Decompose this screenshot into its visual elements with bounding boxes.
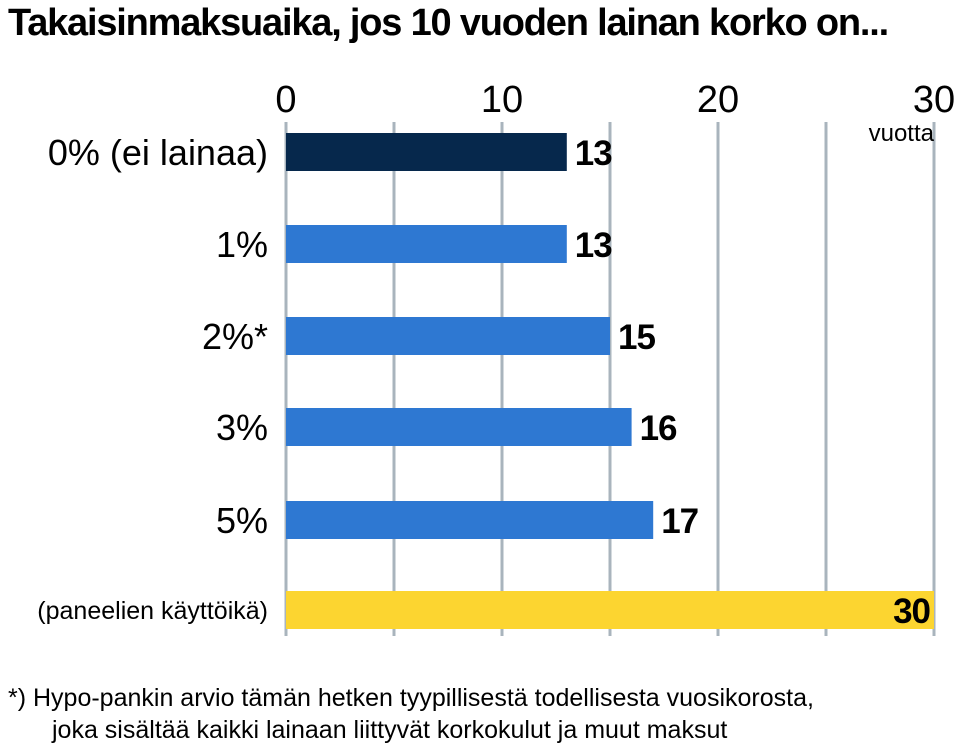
data-label: 13 bbox=[575, 134, 612, 173]
bar bbox=[286, 133, 567, 171]
data-label: 16 bbox=[640, 409, 677, 448]
gridlines bbox=[284, 122, 936, 636]
bar bbox=[286, 501, 654, 539]
footnote: *) Hypo-pankin arvio tämän hetken tyypil… bbox=[8, 682, 814, 746]
footnote-line-1: *) Hypo-pankin arvio tämän hetken tyypil… bbox=[8, 684, 814, 712]
x-tick-label: 0 bbox=[275, 79, 296, 121]
bars bbox=[286, 133, 934, 629]
chart-title: Takaisinmaksuaika, jos 10 vuoden lainan … bbox=[8, 2, 889, 44]
bar bbox=[286, 408, 632, 446]
data-label: 15 bbox=[618, 318, 655, 357]
bar bbox=[286, 317, 610, 355]
category-labels: 0% (ei lainaa) 1% 2%* 3% 5% (paneelien käyttö… bbox=[37, 132, 268, 625]
bar bbox=[286, 591, 934, 629]
category-label: 3% bbox=[216, 407, 268, 448]
category-label: 0% (ei lainaa) bbox=[48, 132, 268, 173]
footnote-line-2: joka sisältää kaikki lainaan liittyvät k… bbox=[52, 716, 728, 744]
data-labels: 13 13 15 16 17 30 bbox=[575, 134, 932, 631]
x-tick-label: 30 bbox=[913, 79, 955, 121]
x-tick-label: 10 bbox=[481, 79, 523, 121]
data-label: 30 bbox=[893, 592, 930, 631]
data-label: 13 bbox=[575, 226, 612, 265]
category-label: (paneelien käyttöikä) bbox=[37, 597, 268, 625]
category-label: 5% bbox=[216, 500, 268, 541]
x-tick-label: 20 bbox=[697, 79, 739, 121]
x-axis-ticks: 0 10 20 30 bbox=[275, 79, 955, 121]
data-label: 17 bbox=[661, 502, 698, 541]
bar bbox=[286, 225, 567, 263]
category-label: 2%* bbox=[202, 316, 268, 357]
category-label: 1% bbox=[216, 224, 268, 265]
x-axis-unit-label: vuotta bbox=[869, 120, 935, 147]
